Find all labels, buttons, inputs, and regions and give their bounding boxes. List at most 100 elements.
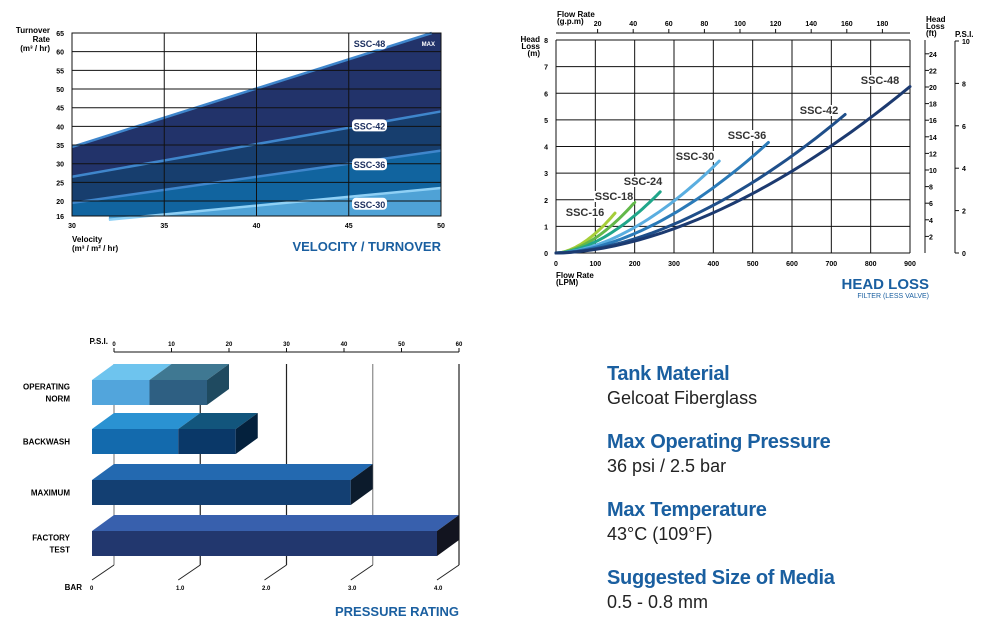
x-axis-label: Velocity	[72, 235, 103, 244]
chart-title: PRESSURE RATING	[335, 604, 459, 619]
psi-tick-label: 6	[962, 124, 966, 131]
x-tick-label: 100	[589, 261, 601, 268]
y-tick-label: 55	[56, 68, 64, 75]
spec-max-pressure: Max Operating Pressure 36 psi / 2.5 bar	[607, 430, 977, 478]
y-tick-label: 4	[544, 145, 548, 152]
bar-front	[178, 429, 236, 454]
y-tick-label: 0	[544, 251, 548, 258]
category-label: BACKWASH	[23, 438, 70, 447]
chart-subtitle: FILTER (LESS VALVE)	[857, 293, 929, 300]
ft-tick-label: 8	[929, 185, 933, 192]
category-label: NORM	[46, 395, 71, 404]
bar-front	[92, 380, 150, 405]
bar-top	[149, 364, 229, 380]
series-label: SSC-16	[566, 207, 605, 219]
x-tick-label: 45	[345, 223, 353, 230]
series-label-bg	[565, 207, 605, 218]
x-tick-label: 200	[629, 261, 641, 268]
y-tick-label: 1	[544, 224, 548, 231]
psi-tick-label: 50	[398, 342, 405, 348]
series-label-bg	[352, 37, 387, 50]
bar-axis-label: BAR	[65, 583, 83, 592]
y-axis-label: (m)	[528, 49, 541, 58]
spec-heading: Tank Material	[607, 363, 730, 385]
top-tick-label: 20	[594, 21, 602, 28]
x-tick-label: 900	[904, 261, 916, 268]
spec-list: Tank Material Gelcoat Fiberglass Max Oper…	[607, 362, 977, 634]
category-label: FACTORY	[32, 534, 70, 543]
psi-tick-label: 0	[962, 251, 966, 258]
x-tick-label: 500	[747, 261, 759, 268]
ft-axis-label: Loss	[926, 22, 945, 31]
bar-top	[92, 464, 373, 480]
spec-heading: Max Temperature	[607, 499, 767, 521]
psi-tick-label: 4	[962, 166, 966, 173]
x-tick-label: 40	[253, 223, 261, 230]
grid-foot	[436, 564, 460, 581]
bar-top	[92, 515, 459, 531]
chart-title: HEAD LOSS	[841, 276, 929, 293]
curve-ssc-42	[554, 113, 847, 255]
y-axis-label: Turnover	[16, 26, 50, 35]
y-tick-label: 6	[544, 91, 548, 98]
y-axis-label: Loss	[521, 42, 540, 51]
y-tick-label: 3	[544, 171, 548, 178]
x-tick-label: 35	[160, 223, 168, 230]
series-label-bg	[352, 119, 387, 132]
ft-tick-label: 20	[929, 85, 937, 92]
velocity-turnover-chart: 30 35 40 45 50 16 20 25 30 35 40 45 50 55 60 65 SSC-48 SS…	[16, 26, 445, 254]
x-tick-label: 30	[68, 223, 76, 230]
series-label: SSC-30	[676, 151, 715, 163]
series-label-bg	[727, 130, 767, 141]
series-label: SSC-18	[595, 191, 634, 203]
ft-tick-label: 18	[929, 102, 937, 109]
grid-foot	[350, 564, 374, 581]
psi-axis-label: P.S.I.	[955, 30, 974, 39]
series-label: SSC-36	[354, 160, 386, 170]
series-label: SSC-30	[354, 200, 386, 210]
y-axis-label: Rate	[33, 35, 51, 44]
max-label: MAX	[422, 42, 435, 48]
psi-tick-label: 30	[283, 342, 290, 348]
top-tick-label: 40	[629, 21, 637, 28]
pressure-rating-chart: 0 10 20 30 40 50 60 P.S.I. 0 1.0 2.0 3.0 4.0 BAR OPERA…	[23, 337, 463, 619]
x-tick-label: 300	[668, 261, 680, 268]
series-label-bg	[860, 75, 900, 86]
spec-value: Gelcoat Fiberglass	[607, 388, 758, 408]
spec-tank-material: Tank Material Gelcoat Fiberglass	[607, 362, 977, 410]
y-axis-label: (m³ / hr)	[20, 44, 50, 53]
psi-tick-label: 40	[341, 342, 348, 348]
spec-value: 43°C (109°F)	[607, 524, 713, 544]
spec-heading: Max Operating Pressure	[607, 431, 831, 453]
plot-border	[71, 32, 442, 217]
top-tick-label: 180	[877, 21, 889, 28]
bar-front	[92, 429, 179, 454]
y-tick-label: 40	[56, 124, 64, 131]
top-tick-label: 60	[665, 21, 673, 28]
series-label-bg	[352, 197, 387, 210]
series-label-bg	[352, 158, 387, 171]
series-label-bg	[594, 191, 634, 202]
y-tick-label: 25	[56, 180, 64, 187]
y-tick-label: 2	[544, 198, 548, 205]
bar-front	[92, 480, 351, 505]
series-label: SSC-24	[624, 176, 663, 188]
y-tick-label: 7	[544, 65, 548, 72]
grid-foot	[177, 564, 201, 581]
ft-tick-label: 4	[929, 218, 933, 225]
bar-side	[350, 464, 373, 505]
psi-tick-label: 60	[456, 342, 463, 348]
bar-tick-label: 2.0	[262, 586, 271, 592]
x-tick-label: 50	[437, 223, 445, 230]
spec-heading: Suggested Size of Media	[607, 567, 835, 589]
x-tick-label: 400	[707, 261, 719, 268]
top-tick-label: 80	[701, 21, 709, 28]
bar-top	[178, 413, 258, 429]
ft-tick-label: 14	[929, 135, 937, 142]
curve-ssc-48	[554, 85, 912, 255]
top-axis-label: (g.p.m)	[557, 17, 584, 26]
bar-top	[92, 364, 172, 380]
x-axis-label: (m³ / m² / hr)	[72, 244, 119, 253]
grid-foot	[264, 564, 287, 581]
